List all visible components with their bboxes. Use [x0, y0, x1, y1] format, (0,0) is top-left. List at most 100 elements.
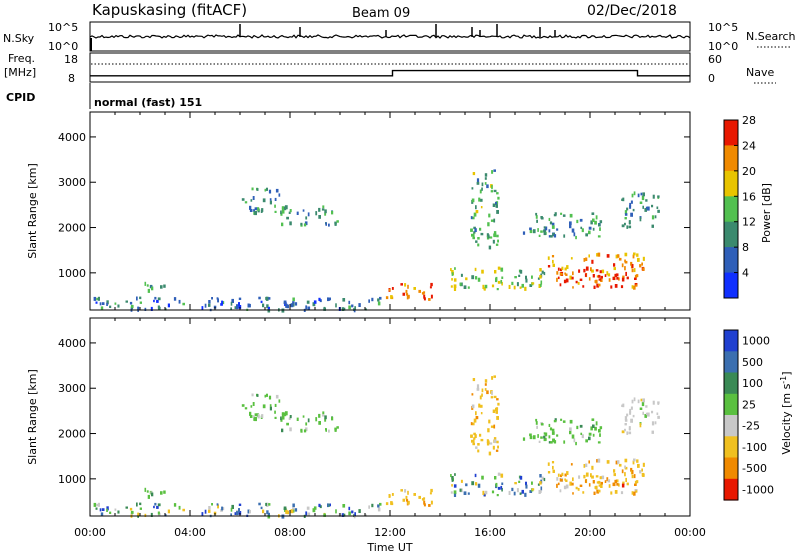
power-cell — [493, 189, 497, 193]
velocity-cell — [106, 508, 108, 512]
velocity-cell — [613, 469, 616, 473]
velocity-cell — [525, 481, 527, 486]
power-cell — [321, 208, 325, 211]
power-cell — [552, 259, 554, 264]
velocity-cell — [391, 493, 394, 496]
power-cell — [216, 297, 219, 300]
velocity-cell — [281, 428, 284, 433]
velocity-cell — [540, 486, 543, 491]
velocity-cell — [618, 463, 622, 467]
power-cell — [500, 279, 503, 284]
velocity-cell — [551, 461, 555, 464]
power-cell — [479, 227, 482, 231]
velocity-cell — [496, 398, 499, 401]
velocity-cell — [516, 488, 519, 493]
velocity-cell — [606, 460, 610, 464]
power-cell — [543, 271, 546, 276]
velocity-cell — [348, 506, 351, 511]
power-cell — [477, 237, 480, 240]
cpid-label: CPID — [6, 91, 35, 104]
power-cell — [642, 205, 644, 209]
power-cell — [208, 303, 211, 307]
power-cell — [633, 285, 636, 290]
power-cell — [657, 209, 660, 213]
velocity-cell — [533, 435, 536, 440]
velocity-cell — [580, 432, 583, 435]
velocity-cell — [629, 408, 632, 413]
velocity-cell — [543, 438, 547, 442]
velocity-cell — [266, 393, 268, 397]
velocity-cell — [400, 489, 403, 492]
power-cell — [258, 296, 261, 300]
velocity-cell — [157, 511, 160, 515]
velocity-cell — [636, 459, 639, 463]
velocity-cell — [460, 479, 463, 483]
velocity-cell — [625, 477, 627, 482]
velocity-cell — [575, 441, 577, 446]
velocity-cell — [633, 491, 636, 496]
velocity-cell — [264, 394, 267, 398]
power-cell — [608, 278, 611, 282]
power-cell — [472, 172, 476, 176]
power-cell — [459, 282, 462, 286]
velocity-cell — [588, 460, 590, 464]
velocity-cell — [645, 412, 649, 416]
velocity-cell — [238, 503, 242, 506]
colorbar-frame — [723, 329, 739, 501]
velocity-cell — [576, 425, 579, 430]
power-cell — [385, 296, 389, 300]
power-cell — [535, 212, 538, 216]
velocity-cell — [129, 507, 133, 511]
power-cell — [572, 271, 574, 276]
velocity-cell — [591, 475, 594, 479]
power-cell — [470, 216, 473, 220]
power-cell — [613, 267, 616, 271]
velocity-cell — [147, 494, 150, 499]
x-tick-label: 20:00 — [574, 526, 606, 539]
power-cell — [262, 303, 265, 308]
velocity-cell — [529, 435, 533, 440]
velocity-cell — [508, 490, 511, 495]
velocity-cell — [626, 431, 629, 435]
power-cell — [201, 306, 204, 310]
power-cell — [324, 212, 327, 216]
velocity-cell — [479, 433, 482, 437]
velocity-cell — [328, 503, 330, 507]
velocity-cell — [216, 503, 219, 506]
power-cell — [628, 220, 631, 224]
power-cell — [150, 306, 153, 311]
velocity-cell — [556, 477, 559, 481]
power-cell — [294, 302, 298, 306]
velocity-cell — [450, 491, 453, 494]
power-cell — [101, 302, 105, 305]
power-cell — [430, 282, 433, 287]
power-cell — [553, 214, 557, 217]
velocity-cell — [632, 414, 635, 418]
freq-line — [90, 69, 690, 77]
power-cell — [238, 305, 242, 309]
velocity-cell — [556, 483, 558, 488]
power-cell — [524, 286, 527, 291]
velocity-cell — [348, 511, 351, 516]
power-cell — [467, 286, 470, 289]
power-cell — [231, 298, 234, 303]
power-cell — [275, 188, 279, 193]
velocity-cell — [600, 481, 603, 485]
power-cell — [641, 262, 643, 266]
velocity-cell — [136, 502, 138, 507]
power-cell — [525, 275, 527, 280]
velocity-cell — [247, 509, 250, 514]
power-cell — [304, 221, 308, 226]
velocity-cell — [125, 506, 128, 509]
power-cell — [453, 287, 457, 291]
power-cell — [600, 275, 603, 279]
velocity-cell — [292, 507, 295, 510]
power-cell — [348, 305, 351, 310]
colorbar-swatch — [724, 330, 738, 352]
velocity-cell — [537, 483, 540, 486]
power-colorbar: 4 8 12 16 20 24 28 Power [dB] — [723, 114, 773, 299]
velocity-cell — [518, 480, 521, 483]
power-cell — [136, 296, 138, 301]
velocity-cell — [637, 463, 640, 468]
